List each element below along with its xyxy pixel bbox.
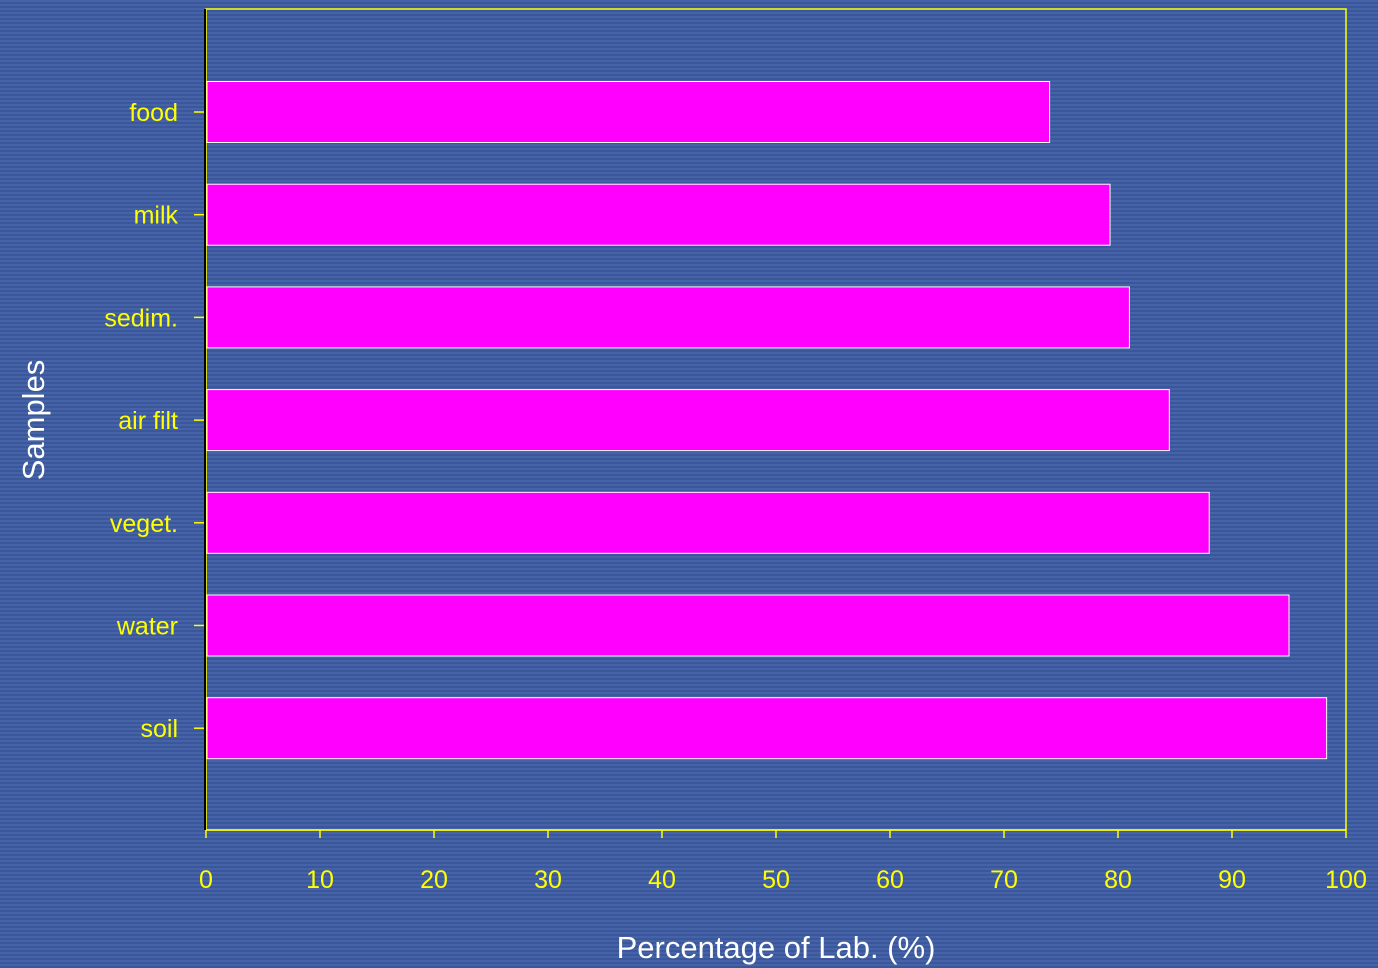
x-tick-label: 0 [199,866,213,894]
x-tick-label: 40 [648,866,676,894]
y-tick-label: water [116,613,178,641]
x-tick-label: 80 [1104,866,1132,894]
y-tick-label: air filt [118,407,178,435]
x-tick-label: 50 [762,866,790,894]
x-axis: 0 10 20 30 40 50 60 70 80 90 100 [199,829,1367,894]
x-axis-title: Percentage of Lab. (%) [617,930,936,965]
y-tick-label: soil [140,715,178,743]
x-tick-label: 30 [534,866,562,894]
bar-soil [206,697,1328,760]
y-axis: food milk sedim. air filt veget. water soil [104,99,204,743]
bar-air-filt [206,389,1170,452]
bar-water [206,594,1290,657]
x-tick-label: 10 [306,866,334,894]
bar-veget [206,491,1210,554]
x-tick-label: 60 [876,866,904,894]
bar-milk [206,183,1111,246]
x-tick-label: 70 [990,866,1018,894]
y-tick-label: sedim. [104,304,178,332]
bar-food [206,81,1051,143]
y-tick-label: milk [134,202,179,230]
x-tick-label: 90 [1218,866,1246,894]
y-tick-label: veget. [110,510,178,538]
x-tick-label: 100 [1325,866,1367,894]
y-tick-label: food [129,99,178,127]
x-tick-label: 20 [420,866,448,894]
bars [206,81,1328,760]
bar-sedim [206,286,1130,349]
y-axis-title: Samples [16,360,51,481]
